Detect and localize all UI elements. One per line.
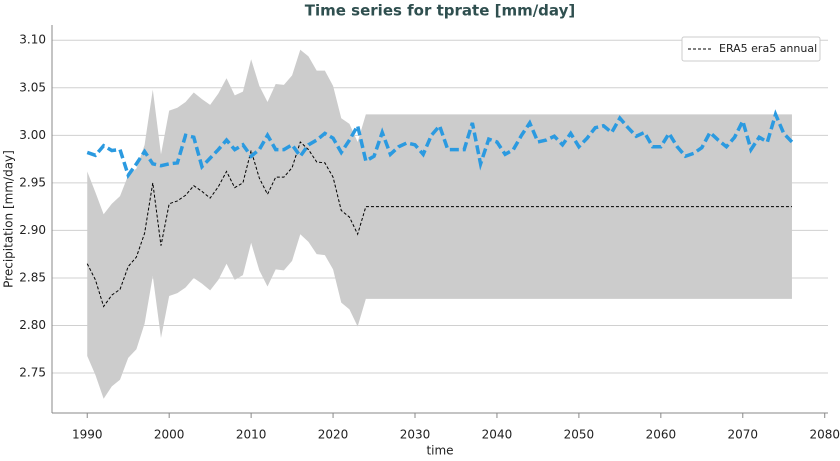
y-axis-label: Precipitation [mm/day] — [2, 150, 16, 288]
legend-label: ERA5 era5 annual — [719, 42, 817, 55]
y-tick-label: 2.75 — [19, 366, 46, 380]
x-tick-label: 2080 — [809, 428, 840, 442]
x-tick-label: 2040 — [482, 428, 513, 442]
y-tick-label: 2.85 — [19, 270, 46, 284]
x-tick-label: 2030 — [400, 428, 431, 442]
y-tick-label: 2.95 — [19, 175, 46, 189]
y-tick-label: 3.05 — [19, 80, 46, 94]
y-tick-label: 2.80 — [19, 318, 46, 332]
x-tick-label: 2000 — [154, 428, 185, 442]
legend-box — [681, 36, 821, 62]
x-tick-label: 2070 — [728, 428, 759, 442]
x-tick-label: 2020 — [318, 428, 349, 442]
y-tick-label: 3.00 — [19, 128, 46, 142]
line-series — [86, 109, 794, 180]
uncertainty-band — [87, 49, 792, 399]
y-tick-label: 2.90 — [19, 223, 46, 237]
x-tick-label: 2010 — [236, 428, 267, 442]
y-tick-label: 3.10 — [19, 33, 46, 47]
line-series — [86, 141, 792, 308]
x-axis-label: time — [426, 444, 453, 458]
x-tick-label: 2050 — [564, 428, 595, 442]
x-tick-label: 2060 — [646, 428, 677, 442]
chart-title: Time series for tprate [mm/day] — [305, 2, 575, 20]
x-tick-label: 1990 — [72, 428, 103, 442]
